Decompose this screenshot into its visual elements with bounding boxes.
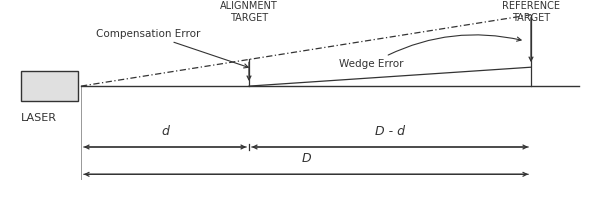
Text: d: d [161, 125, 169, 138]
Text: LASER: LASER [21, 113, 57, 123]
Text: REFERENCE
TARGET: REFERENCE TARGET [502, 1, 560, 24]
Text: D - d: D - d [375, 125, 405, 138]
Text: D: D [301, 152, 311, 165]
Text: ALIGNMENT
TARGET: ALIGNMENT TARGET [220, 1, 278, 24]
FancyBboxPatch shape [21, 71, 78, 101]
Text: Wedge Error: Wedge Error [339, 35, 521, 69]
Text: Compensation Error: Compensation Error [96, 29, 248, 68]
